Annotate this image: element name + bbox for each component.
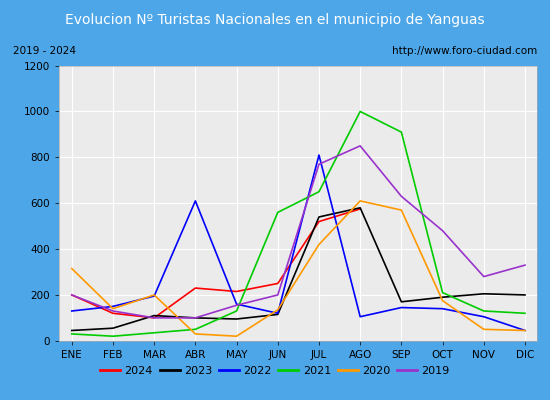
Text: 2019 - 2024: 2019 - 2024 xyxy=(13,46,75,56)
Text: http://www.foro-ciudad.com: http://www.foro-ciudad.com xyxy=(392,46,537,56)
Legend: 2024, 2023, 2022, 2021, 2020, 2019: 2024, 2023, 2022, 2021, 2020, 2019 xyxy=(96,361,454,380)
Text: Evolucion Nº Turistas Nacionales en el municipio de Yanguas: Evolucion Nº Turistas Nacionales en el m… xyxy=(65,13,485,27)
